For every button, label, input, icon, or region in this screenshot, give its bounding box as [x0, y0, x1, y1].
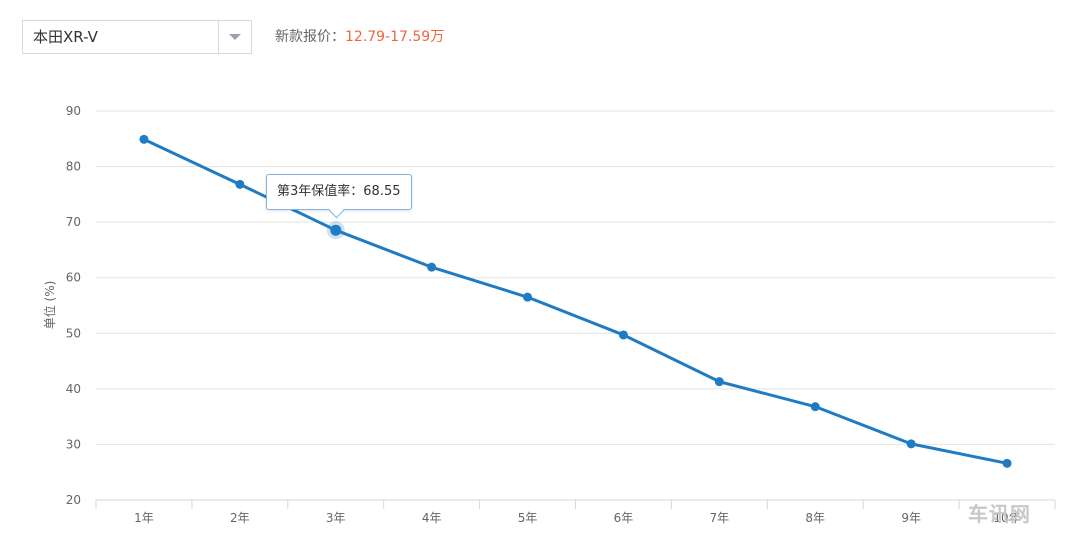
data-point: [330, 224, 342, 236]
data-point: [810, 402, 820, 412]
data-point: [906, 439, 916, 449]
x-tick-label: 4年: [422, 511, 442, 525]
dropdown-arrow-button[interactable]: [218, 21, 251, 53]
x-tick-label: 2年: [230, 511, 250, 525]
y-tick-label: 90: [66, 104, 81, 118]
x-tick-label: 1年: [134, 511, 154, 525]
data-point: [523, 292, 533, 302]
data-point: [139, 134, 149, 144]
new-price-info: 新款报价：12.79-17.59万: [275, 20, 444, 54]
data-point: [618, 330, 628, 340]
x-tick-label: 10年: [993, 511, 1020, 525]
chevron-down-icon: [229, 34, 241, 40]
y-tick-label: 40: [66, 382, 81, 396]
data-point: [714, 377, 724, 387]
y-tick-label: 60: [66, 271, 81, 285]
y-tick-label: 50: [66, 326, 81, 340]
chart-tooltip: 第3年保值率：68.55: [266, 174, 412, 210]
watermark-logo: 车讯网: [968, 502, 1031, 526]
data-point: [427, 262, 437, 272]
data-point: [1002, 458, 1012, 468]
x-tick-label: 9年: [901, 511, 921, 525]
x-tick-label: 5年: [518, 511, 538, 525]
y-tick-label: 30: [66, 437, 81, 451]
car-model-select-value: 本田XR-V: [33, 28, 98, 46]
y-tick-label: 20: [66, 493, 81, 507]
x-tick-label: 8年: [805, 511, 825, 525]
price-value: 12.79-17.59万: [345, 29, 445, 45]
y-tick-label: 80: [66, 160, 81, 174]
y-tick-label: 70: [66, 215, 81, 229]
x-tick-label: 6年: [614, 511, 634, 525]
car-model-select[interactable]: 本田XR-V: [22, 20, 252, 54]
data-point: [235, 179, 245, 189]
x-tick-label: 7年: [710, 511, 730, 525]
y-axis-title: 单位 (%): [42, 281, 57, 330]
price-label: 新款报价：: [275, 29, 345, 45]
x-tick-label: 3年: [326, 511, 346, 525]
